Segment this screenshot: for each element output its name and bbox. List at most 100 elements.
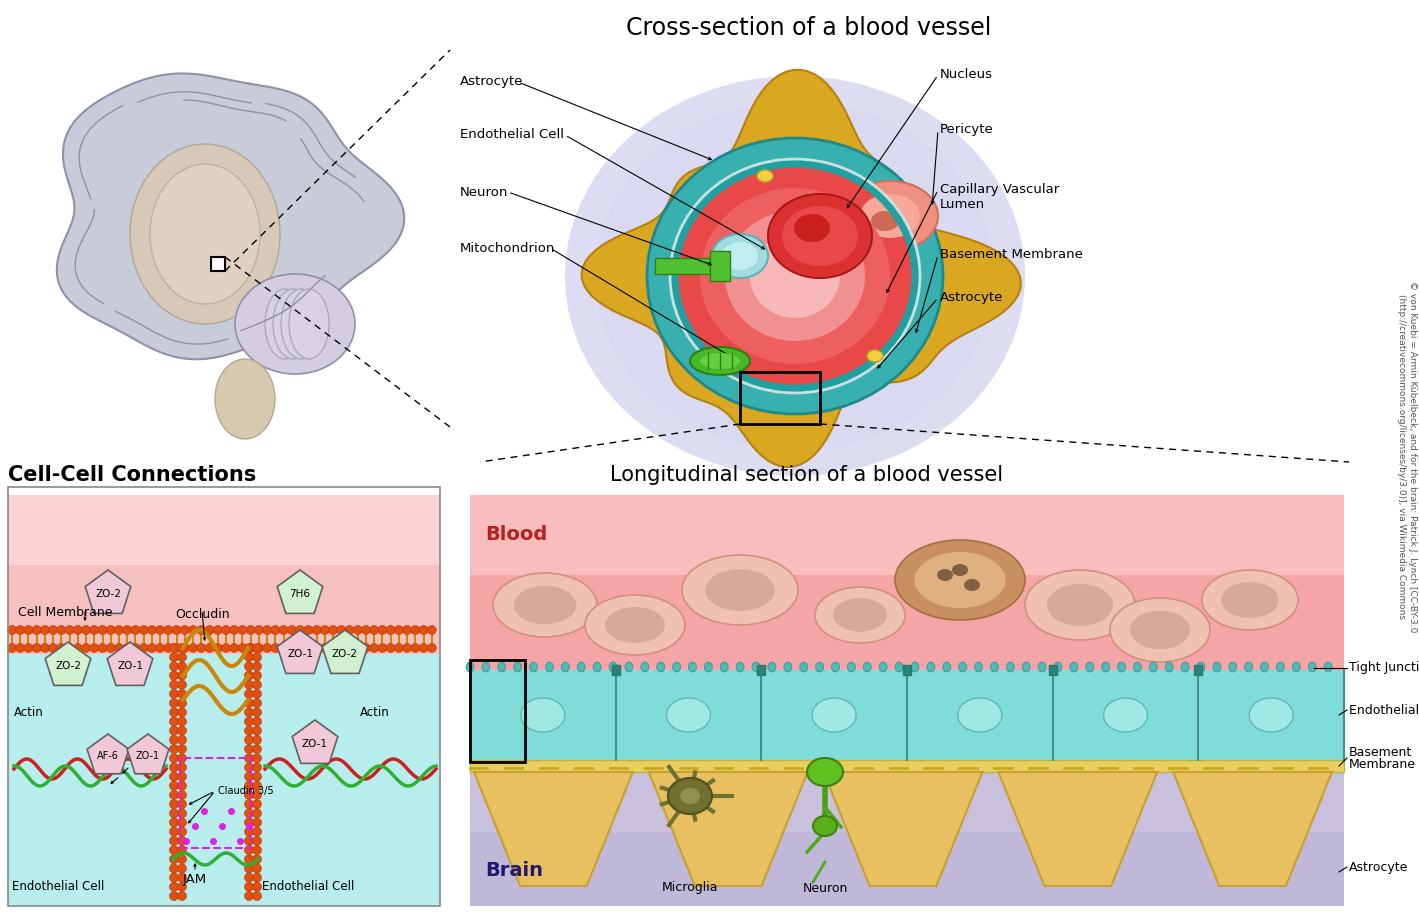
Ellipse shape	[312, 625, 321, 634]
Ellipse shape	[245, 625, 255, 634]
Ellipse shape	[57, 625, 65, 634]
Bar	[470, 772, 1344, 832]
Text: JAM: JAM	[183, 873, 207, 886]
Ellipse shape	[89, 625, 99, 634]
Ellipse shape	[180, 625, 189, 634]
Ellipse shape	[115, 643, 123, 653]
Text: Basement: Basement	[1349, 746, 1412, 759]
Ellipse shape	[163, 643, 173, 653]
Ellipse shape	[1149, 662, 1158, 672]
Ellipse shape	[895, 662, 902, 672]
Ellipse shape	[427, 625, 436, 634]
Polygon shape	[474, 772, 633, 886]
Ellipse shape	[295, 643, 305, 653]
Ellipse shape	[641, 662, 648, 672]
Polygon shape	[648, 772, 807, 886]
Ellipse shape	[1070, 662, 1078, 672]
Ellipse shape	[139, 625, 148, 634]
Ellipse shape	[377, 643, 387, 653]
Ellipse shape	[253, 717, 261, 726]
Ellipse shape	[177, 754, 186, 762]
Text: Claudin 3/5: Claudin 3/5	[219, 786, 274, 796]
Polygon shape	[582, 69, 1020, 467]
Ellipse shape	[74, 643, 82, 653]
Ellipse shape	[1130, 611, 1191, 649]
Bar	[470, 760, 1344, 772]
Ellipse shape	[1039, 662, 1046, 672]
Ellipse shape	[1213, 662, 1220, 672]
Text: ZO-2: ZO-2	[332, 649, 358, 659]
Ellipse shape	[244, 855, 254, 864]
Text: ZO-1: ZO-1	[302, 739, 328, 749]
Ellipse shape	[412, 625, 420, 634]
Ellipse shape	[156, 643, 165, 653]
Ellipse shape	[244, 707, 254, 717]
Ellipse shape	[169, 717, 179, 726]
Bar	[739, 372, 820, 424]
Ellipse shape	[177, 818, 186, 827]
Bar	[9, 654, 440, 906]
Ellipse shape	[312, 643, 321, 653]
Ellipse shape	[253, 836, 261, 845]
Ellipse shape	[271, 625, 280, 634]
Text: Endothelial Cell: Endothelial Cell	[460, 129, 563, 142]
Text: ZO-2: ZO-2	[95, 589, 121, 599]
Ellipse shape	[690, 347, 751, 375]
Ellipse shape	[704, 662, 712, 672]
Ellipse shape	[98, 625, 106, 634]
Ellipse shape	[65, 643, 74, 653]
Ellipse shape	[177, 698, 186, 707]
Ellipse shape	[751, 234, 840, 318]
Ellipse shape	[177, 864, 186, 873]
Ellipse shape	[169, 671, 179, 680]
Ellipse shape	[329, 643, 338, 653]
Ellipse shape	[244, 662, 254, 671]
Ellipse shape	[244, 745, 254, 753]
Ellipse shape	[712, 234, 768, 278]
Ellipse shape	[545, 662, 553, 672]
Ellipse shape	[244, 763, 254, 772]
Ellipse shape	[177, 726, 186, 735]
Text: Membrane: Membrane	[1349, 758, 1416, 771]
Polygon shape	[45, 642, 91, 686]
Ellipse shape	[244, 891, 254, 900]
Ellipse shape	[253, 809, 261, 818]
Ellipse shape	[169, 754, 179, 762]
Ellipse shape	[177, 653, 186, 662]
Text: Basement Membrane: Basement Membrane	[939, 249, 1083, 261]
Ellipse shape	[336, 643, 346, 653]
Ellipse shape	[795, 214, 830, 242]
Ellipse shape	[800, 662, 807, 672]
Ellipse shape	[16, 625, 24, 634]
Ellipse shape	[169, 818, 179, 827]
Ellipse shape	[254, 625, 264, 634]
Ellipse shape	[271, 643, 280, 653]
Ellipse shape	[238, 625, 247, 634]
Ellipse shape	[169, 662, 179, 671]
Bar	[612, 665, 620, 675]
Ellipse shape	[321, 625, 329, 634]
Text: Longitudinal section of a blood vessel: Longitudinal section of a blood vessel	[610, 465, 1003, 485]
Text: © von Kuebi = Armin Kübelbeck, and for the brain: Patrick J. Lynch [CC-BY-3.0
(h: © von Kuebi = Armin Kübelbeck, and for t…	[1398, 282, 1416, 632]
Ellipse shape	[253, 662, 261, 671]
Ellipse shape	[98, 643, 106, 653]
Text: Capillary Vascular: Capillary Vascular	[939, 184, 1059, 197]
Ellipse shape	[514, 662, 522, 672]
Ellipse shape	[244, 717, 254, 726]
Ellipse shape	[688, 662, 697, 672]
Ellipse shape	[812, 698, 856, 732]
Ellipse shape	[867, 350, 883, 362]
Ellipse shape	[265, 289, 305, 359]
Ellipse shape	[647, 138, 944, 414]
Ellipse shape	[177, 827, 186, 836]
Text: 7H6: 7H6	[289, 589, 311, 599]
Ellipse shape	[169, 698, 179, 707]
Text: Mitochondrion: Mitochondrion	[460, 241, 555, 254]
Ellipse shape	[253, 689, 261, 698]
Bar	[758, 665, 765, 675]
Ellipse shape	[221, 625, 230, 634]
Ellipse shape	[964, 579, 981, 591]
Ellipse shape	[169, 882, 179, 891]
Ellipse shape	[177, 800, 186, 809]
Ellipse shape	[89, 643, 99, 653]
